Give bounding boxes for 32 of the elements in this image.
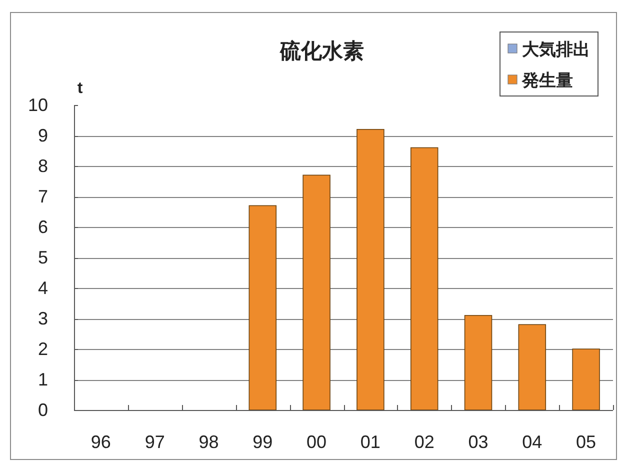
legend-label: 発生量 <box>521 71 573 90</box>
x-tick-label: 04 <box>522 432 542 452</box>
y-tick-label: 1 <box>38 370 48 390</box>
y-tick-label: 0 <box>38 400 48 420</box>
y-tick-label: 4 <box>38 278 48 298</box>
x-tick-label: 97 <box>144 432 165 452</box>
x-tick-label: 05 <box>576 432 596 452</box>
x-tick-label: 00 <box>306 432 327 452</box>
bar <box>302 174 330 410</box>
title: 硫化水素 <box>280 40 364 63</box>
x-tick-label: 96 <box>90 432 111 452</box>
y-tick-label: 3 <box>38 308 48 328</box>
y-tick-label: 8 <box>38 156 48 176</box>
y-tick-label: 2 <box>38 339 48 359</box>
y-tick-label: 5 <box>38 248 48 268</box>
bar <box>572 348 600 410</box>
y-tick-label: 10 <box>28 95 48 115</box>
legend-label: 大気排出 <box>522 40 590 59</box>
bar <box>518 324 546 410</box>
x-tick-label: 98 <box>198 432 219 452</box>
y-tick-label: 6 <box>38 217 48 237</box>
bar <box>464 315 492 410</box>
x-tick-label: 03 <box>468 432 488 452</box>
x-tick-label: 01 <box>360 432 380 452</box>
x-tick-label: 02 <box>414 432 434 452</box>
bar <box>248 205 277 410</box>
bar <box>410 147 438 410</box>
bar <box>356 129 384 410</box>
x-tick-label: 99 <box>252 432 273 452</box>
y-tick-label: 7 <box>38 186 48 206</box>
y-tick-label: 9 <box>38 126 48 146</box>
ylabel: t <box>77 80 83 97</box>
